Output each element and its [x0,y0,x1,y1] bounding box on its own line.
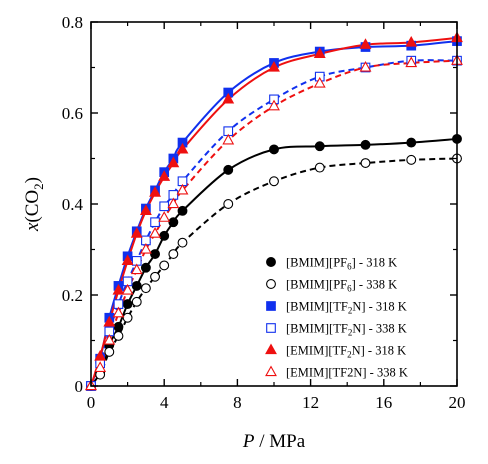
legend-marker [267,280,276,289]
legend-marker [266,367,276,376]
data-point-bmim-pf6-338-k [169,250,178,259]
data-point-bmim-pf6-318-k [132,282,141,291]
legend-marker [266,345,276,354]
data-point-bmim-pf6-318-k [151,250,160,259]
data-point-emim-tf2n-338-k [113,308,123,317]
data-point-bmim-pf6-318-k [361,140,370,149]
y-axis-title: x(CO2) [22,177,46,232]
data-point-bmim-pf6-338-k [123,313,132,322]
legend-label: [BMIM][TF2N] - 318 K [286,300,407,316]
data-point-bmim-pf6-318-k [407,138,416,147]
data-point-bmim-pf6-338-k [178,238,187,247]
legend-marker [267,258,276,267]
y-tick-label: 0.2 [62,286,83,305]
data-point-emim-tf2n-338-k [141,244,151,253]
y-tick-label: 0 [75,377,84,396]
data-point-bmim-pf6-338-k [151,272,160,281]
legend-marker [267,324,276,333]
legend-label: [EMIM][TF2N] - 318 K [286,344,406,360]
data-point-bmim-pf6-338-k [160,261,169,270]
data-point-bmim-pf6-318-k [315,142,324,151]
x-axis-title: P / MPa [242,431,306,452]
x-tick-label: 12 [302,393,319,412]
data-point-bmim-pf6-318-k [114,322,123,331]
data-point-bmim-pf6-338-k [361,159,370,168]
data-point-bmim-pf6-318-k [270,145,279,154]
legend-label: [EMIM][TF2N] - 338 K [286,366,408,380]
x-tick-label: 0 [87,393,96,412]
data-point-bmim-pf6-338-k [407,155,416,164]
data-point-bmim-tf2n-338-k [151,218,160,227]
legend-label: [BMIM][PF6] - 318 K [286,256,397,272]
marker-layer [86,33,462,391]
data-point-bmim-pf6-318-k [169,218,178,227]
data-point-bmim-tf2n-338-k [160,202,169,211]
data-point-bmim-pf6-338-k [142,284,151,293]
data-point-bmim-pf6-318-k [178,206,187,215]
x-tick-label: 16 [375,393,392,412]
data-point-bmim-pf6-318-k [160,231,169,240]
data-point-bmim-pf6-338-k [270,177,279,186]
x-tick-label: 4 [160,393,169,412]
legend-marker [267,302,276,311]
y-tick-label: 0.6 [62,104,83,123]
data-point-bmim-pf6-338-k [105,347,114,356]
data-point-bmim-pf6-318-k [123,300,132,309]
data-point-bmim-pf6-338-k [224,200,233,209]
data-point-bmim-pf6-338-k [114,332,123,341]
data-point-bmim-pf6-338-k [132,297,141,306]
data-point-bmim-pf6-318-k [142,263,151,272]
x-tick-label: 20 [449,393,466,412]
data-point-bmim-pf6-318-k [224,165,233,174]
y-tick-label: 0.4 [62,195,84,214]
data-point-emim-tf2n-338-k [150,228,160,237]
y-tick-label: 0.8 [62,13,83,32]
legend: [BMIM][PF6] - 318 K [BMIM][PF6] - 338 K [B… [266,256,408,380]
x-tick-label: 8 [233,393,242,412]
data-point-emim-tf2n-338-k [159,212,169,221]
data-point-bmim-pf6-338-k [315,163,324,172]
legend-label: [BMIM][TF2N] - 338 K [286,322,407,338]
legend-label: [BMIM][PF6] - 338 K [286,278,397,294]
